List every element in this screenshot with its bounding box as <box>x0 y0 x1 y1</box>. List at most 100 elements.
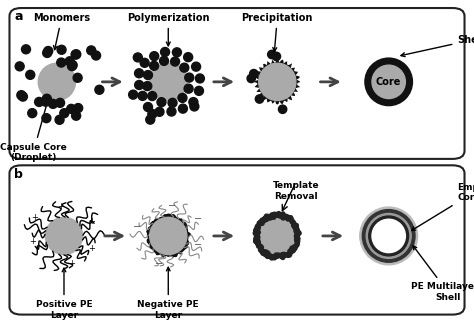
Ellipse shape <box>173 48 182 57</box>
Ellipse shape <box>128 90 137 99</box>
Ellipse shape <box>259 63 296 100</box>
Text: −: − <box>155 259 163 269</box>
Ellipse shape <box>57 58 66 67</box>
Text: −: − <box>194 214 202 224</box>
Ellipse shape <box>150 217 187 255</box>
Ellipse shape <box>148 91 157 100</box>
Ellipse shape <box>67 62 76 71</box>
Ellipse shape <box>135 69 144 78</box>
Ellipse shape <box>41 97 50 106</box>
Ellipse shape <box>369 216 409 256</box>
Ellipse shape <box>135 81 144 90</box>
Ellipse shape <box>46 217 82 255</box>
Ellipse shape <box>180 63 189 72</box>
FancyBboxPatch shape <box>9 8 465 159</box>
Text: +: + <box>31 213 37 222</box>
Ellipse shape <box>143 82 152 91</box>
Text: −: − <box>194 240 202 250</box>
Text: b: b <box>14 168 23 180</box>
Text: Precipitation: Precipitation <box>242 13 313 51</box>
Ellipse shape <box>155 107 164 116</box>
Ellipse shape <box>28 108 37 117</box>
Text: Negative PE
Layer: Negative PE Layer <box>137 267 199 319</box>
Ellipse shape <box>362 210 415 262</box>
Ellipse shape <box>35 98 44 107</box>
Ellipse shape <box>161 48 170 56</box>
Text: −: − <box>133 221 141 232</box>
Text: Positive PE
Layer: Positive PE Layer <box>36 268 92 319</box>
Ellipse shape <box>272 52 281 61</box>
Ellipse shape <box>67 104 76 113</box>
Ellipse shape <box>178 93 187 102</box>
Ellipse shape <box>148 109 157 118</box>
Text: +: + <box>89 217 95 226</box>
Text: PE Multilayers
Shell: PE Multilayers Shell <box>411 246 474 302</box>
Ellipse shape <box>44 47 53 56</box>
Text: Monomers: Monomers <box>33 13 90 50</box>
Ellipse shape <box>150 217 187 255</box>
Text: +: + <box>57 202 64 211</box>
Ellipse shape <box>191 62 201 71</box>
Ellipse shape <box>144 102 153 111</box>
Ellipse shape <box>133 53 142 62</box>
Text: +: + <box>89 245 95 254</box>
Ellipse shape <box>183 53 192 62</box>
Ellipse shape <box>73 104 82 113</box>
Ellipse shape <box>168 98 177 107</box>
Ellipse shape <box>259 217 296 255</box>
Ellipse shape <box>68 61 77 70</box>
Ellipse shape <box>15 62 24 71</box>
Ellipse shape <box>184 84 193 93</box>
Ellipse shape <box>60 109 69 118</box>
Ellipse shape <box>72 50 81 59</box>
Ellipse shape <box>247 74 255 82</box>
Ellipse shape <box>171 57 180 66</box>
Text: +: + <box>68 259 75 268</box>
Ellipse shape <box>360 207 418 265</box>
Ellipse shape <box>17 91 26 100</box>
Ellipse shape <box>71 50 80 59</box>
Text: +: + <box>29 237 36 246</box>
Ellipse shape <box>194 86 203 95</box>
Ellipse shape <box>87 46 96 55</box>
Ellipse shape <box>278 105 287 113</box>
Ellipse shape <box>95 85 104 94</box>
Ellipse shape <box>372 219 405 253</box>
Ellipse shape <box>185 73 194 82</box>
Text: Template
Removal: Template Removal <box>273 181 319 201</box>
Ellipse shape <box>255 95 264 103</box>
Ellipse shape <box>140 58 149 67</box>
Text: Polymerization: Polymerization <box>127 13 210 46</box>
Ellipse shape <box>38 63 75 100</box>
Ellipse shape <box>42 114 51 123</box>
Ellipse shape <box>160 56 169 65</box>
Ellipse shape <box>55 115 64 124</box>
Ellipse shape <box>73 73 82 82</box>
Ellipse shape <box>250 69 258 78</box>
Text: −: − <box>168 201 176 211</box>
Ellipse shape <box>150 63 187 100</box>
Text: a: a <box>14 10 23 23</box>
Polygon shape <box>254 58 301 105</box>
Ellipse shape <box>138 91 147 100</box>
Ellipse shape <box>372 65 405 99</box>
Ellipse shape <box>42 94 51 103</box>
Text: Empty
Core: Empty Core <box>411 183 474 230</box>
FancyBboxPatch shape <box>9 165 465 315</box>
Ellipse shape <box>55 98 64 107</box>
Ellipse shape <box>178 104 187 113</box>
Ellipse shape <box>72 111 81 120</box>
Ellipse shape <box>144 71 153 80</box>
Ellipse shape <box>189 98 198 107</box>
Ellipse shape <box>43 48 52 57</box>
Ellipse shape <box>26 70 35 79</box>
Ellipse shape <box>65 57 74 66</box>
Ellipse shape <box>365 58 412 106</box>
Ellipse shape <box>366 213 411 258</box>
Ellipse shape <box>21 45 30 54</box>
Ellipse shape <box>167 107 176 116</box>
Ellipse shape <box>157 98 166 107</box>
Text: Capsule Core
(Droplet): Capsule Core (Droplet) <box>0 101 66 162</box>
Text: Core: Core <box>376 77 401 87</box>
Ellipse shape <box>57 45 66 54</box>
